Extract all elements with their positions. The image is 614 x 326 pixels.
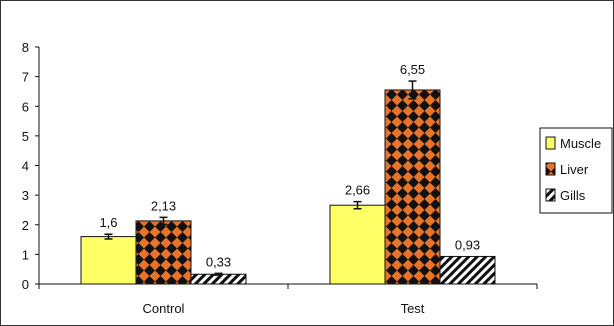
legend-swatch-liver: [545, 162, 556, 176]
x-tick-label: Control: [143, 301, 185, 316]
legend-label-gills: Gills: [560, 188, 586, 203]
bar-muscle: [80, 236, 137, 285]
y-tick-label: 0: [22, 277, 29, 292]
data-label: 1,6: [99, 215, 117, 230]
y-tick-label: 6: [22, 99, 29, 114]
bar-liver: [135, 220, 192, 285]
legend-swatch-muscle: [545, 136, 556, 150]
bar-liver: [384, 89, 441, 285]
y-tick-label: 7: [22, 70, 29, 85]
y-tick-label: 2: [22, 218, 29, 233]
y-tick-label: 5: [22, 129, 29, 144]
legend-label-liver: Liver: [560, 162, 589, 177]
y-tick-label: 8: [22, 40, 29, 55]
data-label: 2,13: [151, 198, 176, 213]
bar-gills: [439, 255, 496, 285]
y-tick-label: 4: [22, 159, 29, 174]
legend-label-muscle: Muscle: [560, 136, 601, 151]
y-tick-label: 3: [22, 188, 29, 203]
data-label: 0,93: [455, 237, 480, 252]
data-label: 6,55: [400, 62, 425, 77]
data-label: 0,33: [206, 254, 231, 269]
legend-swatch-gills: [545, 188, 556, 202]
x-tick-label: Test: [401, 301, 425, 316]
y-tick-label: 1: [22, 247, 29, 262]
data-label: 2,66: [345, 183, 370, 198]
bar-muscle: [329, 204, 386, 285]
